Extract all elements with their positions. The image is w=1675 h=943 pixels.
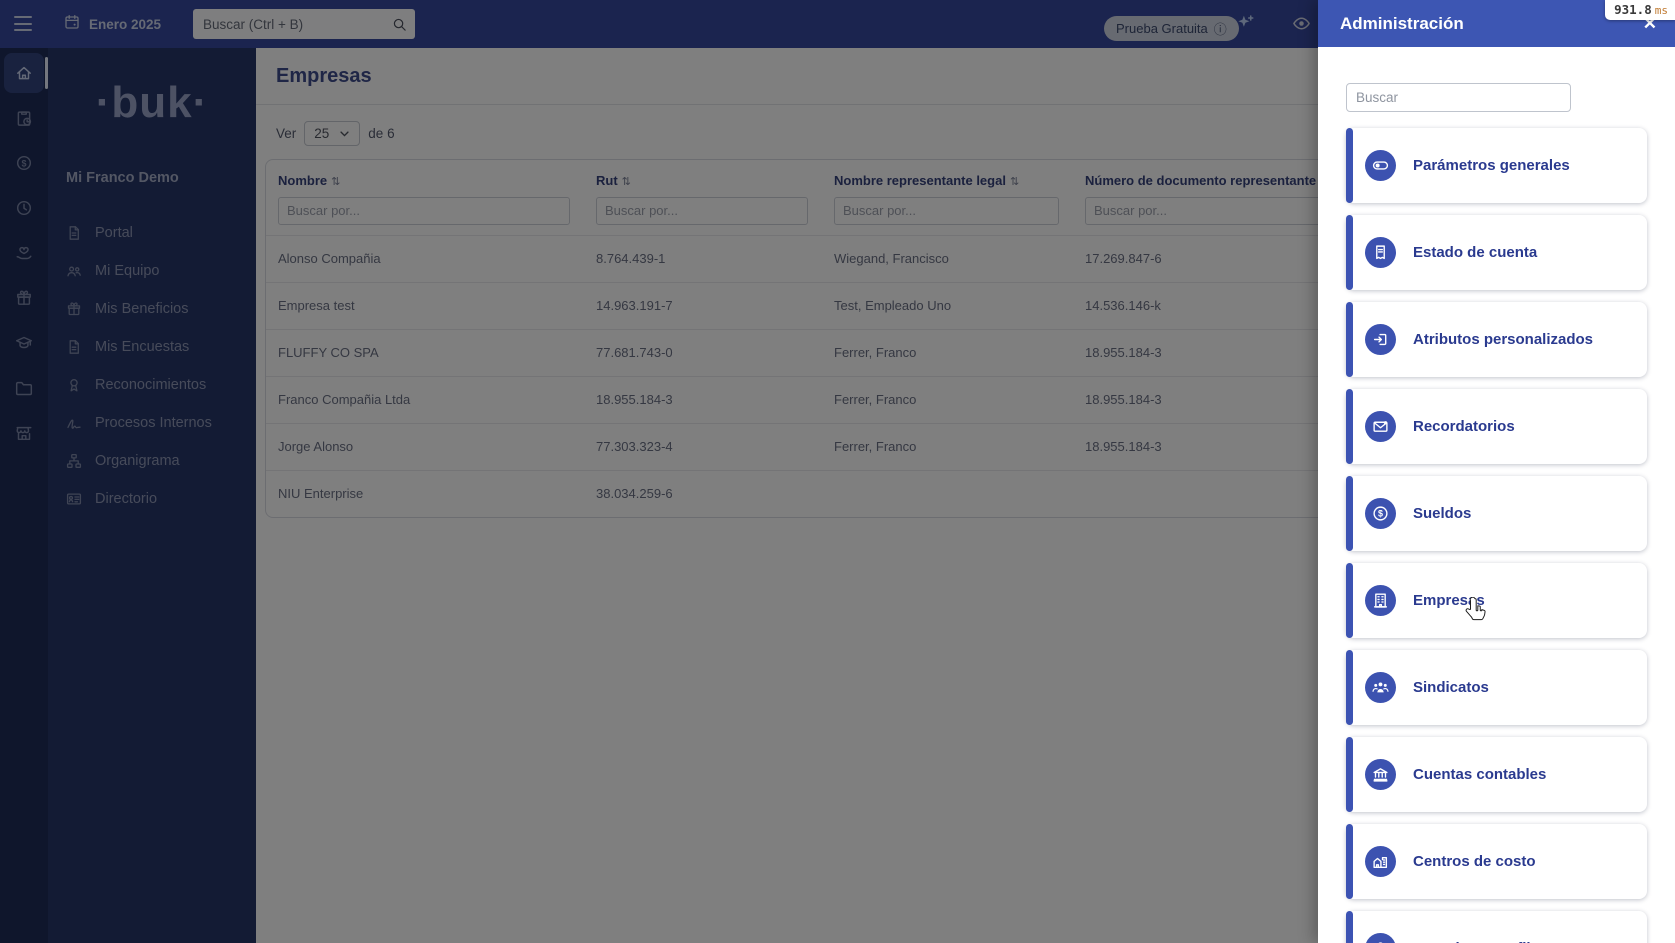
receipt-icon — [1365, 237, 1396, 268]
admin-item-list: Parámetros generales Estado de cuenta Atri… — [1346, 128, 1647, 943]
input-arrow-icon — [1365, 324, 1396, 355]
mail-icon — [1365, 411, 1396, 442]
admin-item-usuarios-y-perfiles[interactable]: Usuarios y perfiles — [1346, 911, 1647, 943]
admin-item-centros-de-costo[interactable]: Centros de costo — [1346, 824, 1647, 899]
accent-bar — [1346, 824, 1353, 899]
accent-bar — [1346, 911, 1353, 943]
admin-item-label: Atributos personalizados — [1413, 331, 1594, 348]
modal-backdrop[interactable] — [0, 0, 1318, 943]
admin-item-empresas[interactable]: Empresas — [1346, 563, 1647, 638]
admin-item-sueldos[interactable]: $ Sueldos — [1346, 476, 1647, 551]
admin-item-recordatorios[interactable]: Recordatorios — [1346, 389, 1647, 464]
accent-bar — [1346, 389, 1353, 464]
admin-item-label: Parámetros generales — [1413, 157, 1570, 174]
bank-icon — [1365, 759, 1396, 790]
accent-bar — [1346, 215, 1353, 290]
accent-bar — [1346, 737, 1353, 812]
admin-item-label: Empresas — [1413, 592, 1485, 609]
admin-item-label: Recordatorios — [1413, 418, 1515, 435]
admin-item-label: Cuentas contables — [1413, 766, 1547, 783]
accent-bar — [1346, 128, 1353, 203]
accent-bar — [1346, 650, 1353, 725]
accent-bar — [1346, 563, 1353, 638]
admin-panel-title: Administración — [1340, 13, 1464, 33]
perf-unit: ms — [1654, 4, 1668, 17]
perf-value: 931.8 — [1614, 2, 1652, 17]
people-group-icon — [1365, 672, 1396, 703]
admin-item-estado-de-cuenta[interactable]: Estado de cuenta — [1346, 215, 1647, 290]
cost-center-icon — [1365, 846, 1396, 877]
admin-panel: Administración ✕ Parámetros generalesEst… — [1318, 0, 1675, 943]
admin-item-label: Usuarios y perfiles — [1413, 940, 1547, 943]
admin-search-input[interactable] — [1346, 83, 1571, 112]
performance-badge: 931.8 ms — [1605, 0, 1675, 20]
admin-item-label: Sindicatos — [1413, 679, 1489, 696]
accent-bar — [1346, 302, 1353, 377]
admin-item-label: Estado de cuenta — [1413, 244, 1538, 261]
admin-item-label: Sueldos — [1413, 505, 1472, 522]
admin-item-label: Centros de costo — [1413, 853, 1536, 870]
admin-item-atributos-personalizados[interactable]: Atributos personalizados — [1346, 302, 1647, 377]
admin-item-cuentas-contables[interactable]: Cuentas contables — [1346, 737, 1647, 812]
svg-text:$: $ — [1378, 509, 1383, 519]
building-icon — [1365, 585, 1396, 616]
dollar-circle-icon: $ — [1365, 498, 1396, 529]
admin-item-sindicatos[interactable]: Sindicatos — [1346, 650, 1647, 725]
user-icon — [1365, 933, 1396, 943]
toggle-icon — [1365, 150, 1396, 181]
accent-bar — [1346, 476, 1353, 551]
admin-item-parametros-generales[interactable]: Parámetros generales — [1346, 128, 1647, 203]
